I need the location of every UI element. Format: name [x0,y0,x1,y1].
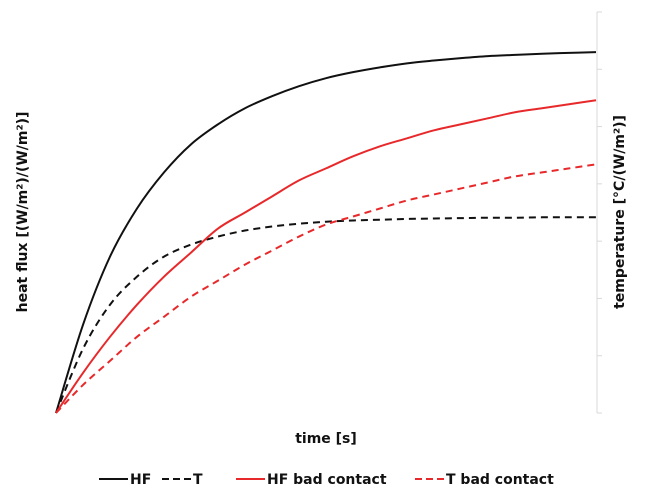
legend-item-t: T [162,472,203,488]
legend-item-t-bad-contact: T bad contact [415,472,554,488]
right-y-axis-ticks [597,11,602,414]
legend-item-hf-bad-contact: HF bad contact [236,472,387,488]
legend-label-t: T [193,472,203,488]
series-line-t-bad-contact [55,163,597,414]
legend-label-hf: HF [130,472,151,488]
plot-area [55,11,602,414]
series-line-hf [55,51,597,414]
y-axis-title: heat flux [(W/m²)/(W/m²)] [15,112,31,313]
series-line-hf-bad-contact [55,99,597,414]
legend-label-hf-bad-contact: HF bad contact [267,472,387,488]
y2-axis-title: temperature [°C/(W/m²)] [612,115,628,309]
series-layer [55,51,597,414]
legend-label-t-bad-contact: T bad contact [446,472,554,488]
legend: HF T HF bad contact T bad contact [99,472,554,488]
x-axis-title: time [s] [295,431,357,447]
legend-item-hf: HF [99,472,151,488]
series-line-t [55,216,596,414]
